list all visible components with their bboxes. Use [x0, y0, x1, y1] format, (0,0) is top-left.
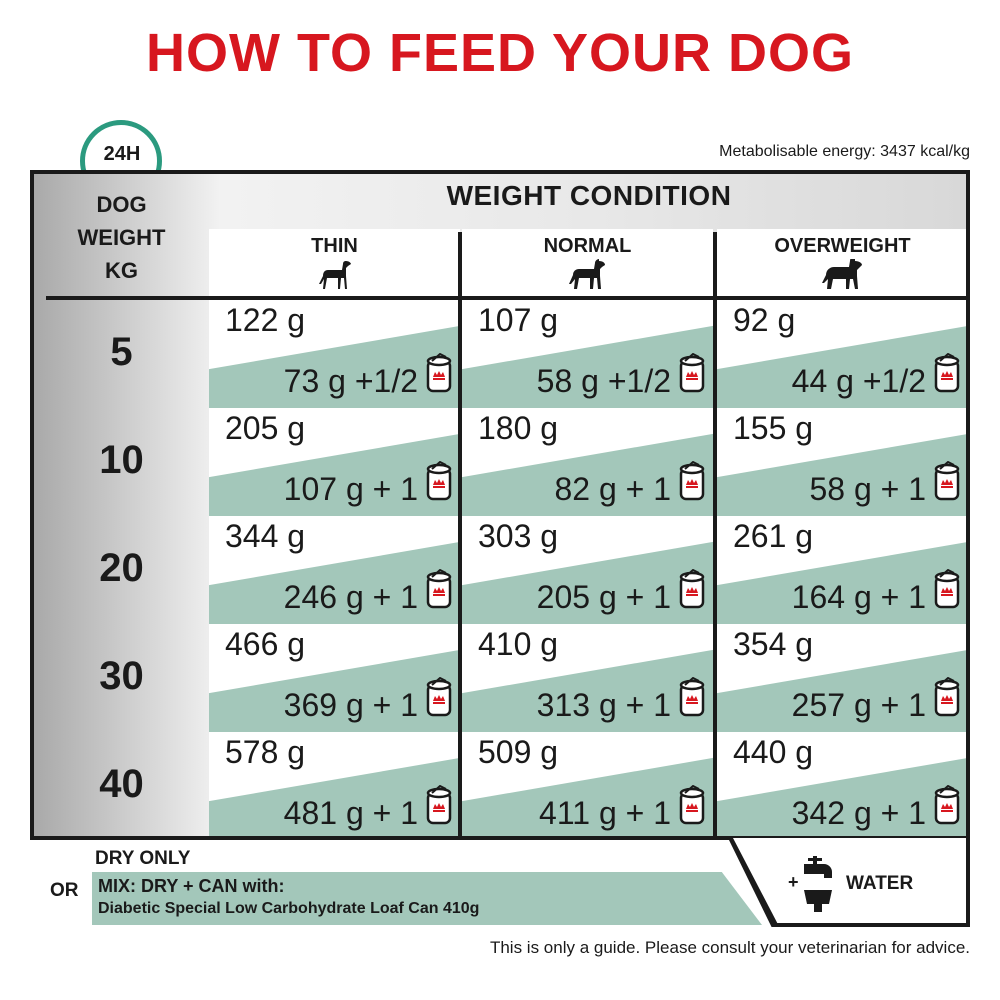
can-icon [934, 568, 960, 614]
dog-weight-kg: 10 [99, 438, 144, 482]
mix-amount: 246 g + 1 [283, 579, 418, 615]
dry-amount: 261 g [733, 518, 814, 554]
dog-weight-kg: 5 [110, 330, 133, 374]
feeding-cell: 509 g 411 g + 1 [462, 732, 713, 836]
water-label: WATER [846, 873, 914, 894]
dry-amount: 180 g [478, 410, 559, 446]
mix-amount: 58 g +1/2 [536, 363, 671, 399]
feeding-cell: 440 g 342 g + 1 [717, 732, 966, 836]
dry-amount: 466 g [225, 626, 306, 662]
feeding-cell: 155 g 58 g + 1 [717, 408, 966, 516]
dry-amount: 155 g [733, 410, 814, 446]
can-icon [426, 568, 452, 614]
clock-badge-label: 24H [103, 143, 141, 165]
feeding-cell: 107 g 58 g +1/2 [462, 300, 713, 408]
feeding-cell: 205 g 107 g + 1 [209, 408, 460, 516]
feeding-cell: 466 g 369 g + 1 [209, 624, 460, 732]
metabolisable-energy: Metabolisable energy: 3437 kcal/kg [719, 143, 970, 160]
dry-amount: 344 g [225, 518, 306, 554]
column-header-thin: THIN [209, 229, 460, 299]
dry-amount: 354 g [733, 626, 814, 662]
can-icon [426, 460, 452, 506]
can-icon [934, 784, 960, 830]
dog-weight-kg: 30 [99, 654, 144, 698]
dry-amount: 303 g [478, 518, 559, 554]
can-icon [426, 352, 452, 398]
dog-weight-kg: 40 [99, 762, 144, 806]
can-icon [679, 784, 705, 830]
dry-amount: 205 g [225, 410, 306, 446]
column-label: OVERWEIGHT [774, 235, 911, 257]
divider [46, 296, 966, 300]
dog-weight-kg: 20 [99, 546, 144, 590]
dry-only-label: DRY ONLY [95, 848, 191, 869]
dry-amount: 410 g [478, 626, 559, 662]
column-divider [458, 232, 462, 836]
feeding-cell: 261 g 164 g + 1 [717, 516, 966, 624]
feeding-cell: 122 g 73 g +1/2 [209, 300, 460, 408]
dry-amount: 107 g [478, 302, 559, 338]
mix-amount: 82 g + 1 [554, 471, 671, 507]
feeding-cell: 578 g 481 g + 1 [209, 732, 460, 836]
or-label: OR [50, 880, 79, 901]
dog-weight-line: KG [105, 258, 138, 283]
can-icon [679, 352, 705, 398]
dog-weight-header: DOG WEIGHT KG [34, 188, 209, 287]
mix-band [92, 872, 762, 925]
mix-amount: 481 g + 1 [283, 795, 418, 831]
column-header-overweight: OVERWEIGHT [717, 229, 966, 299]
feeding-cell: 303 g 205 g + 1 [462, 516, 713, 624]
dry-amount: 509 g [478, 734, 559, 770]
mix-amount: 342 g + 1 [791, 795, 926, 831]
can-icon [934, 352, 960, 398]
can-product-name: Diabetic Special Low Carbohydrate Loaf C… [98, 900, 480, 917]
can-icon [934, 676, 960, 722]
can-icon [426, 676, 452, 722]
plus-sign: + [788, 872, 799, 892]
mix-amount: 44 g +1/2 [791, 363, 926, 399]
column-divider [713, 232, 717, 836]
mix-amount: 411 g + 1 [539, 795, 671, 831]
column-label: NORMAL [543, 235, 632, 257]
dry-amount: 578 g [225, 734, 306, 770]
feeding-cell: 180 g 82 g + 1 [462, 408, 713, 516]
mix-amount: 369 g + 1 [283, 687, 418, 723]
feeding-cell: 344 g 246 g + 1 [209, 516, 460, 624]
can-icon [426, 784, 452, 830]
feeding-cell: 92 g 44 g +1/2 [717, 300, 966, 408]
dry-amount: 92 g [733, 302, 796, 338]
dry-amount: 440 g [733, 734, 814, 770]
can-icon [934, 460, 960, 506]
mix-amount: 107 g + 1 [283, 471, 418, 507]
disclaimer: This is only a guide. Please consult you… [489, 938, 970, 957]
column-label: THIN [311, 235, 358, 257]
can-icon [679, 460, 705, 506]
weight-condition-header: WEIGHT CONDITION [446, 180, 732, 211]
tap-water-icon [804, 856, 832, 912]
mix-amount: 257 g + 1 [791, 687, 926, 723]
mix-label: MIX: DRY + CAN with: [98, 876, 285, 896]
dry-amount: 122 g [225, 302, 306, 338]
feeding-table: DOG WEIGHT KG WEIGHT CONDITION THIN NORMA… [30, 170, 970, 840]
dog-weight-line: DOG [96, 192, 147, 217]
can-icon [679, 676, 705, 722]
column-header-normal: NORMAL [462, 229, 713, 299]
water-box-inner [733, 838, 966, 923]
mix-amount: 73 g +1/2 [283, 363, 418, 399]
mix-amount: 164 g + 1 [791, 579, 926, 615]
feeding-cell: 354 g 257 g + 1 [717, 624, 966, 732]
mix-amount: 313 g + 1 [536, 687, 671, 723]
feeding-cell: 410 g 313 g + 1 [462, 624, 713, 732]
dog-weight-line: WEIGHT [77, 225, 166, 250]
mix-amount: 58 g + 1 [809, 471, 926, 507]
page-title: HOW TO FEED YOUR DOG [145, 23, 855, 83]
mix-amount: 205 g + 1 [536, 579, 671, 615]
can-icon [679, 568, 705, 614]
